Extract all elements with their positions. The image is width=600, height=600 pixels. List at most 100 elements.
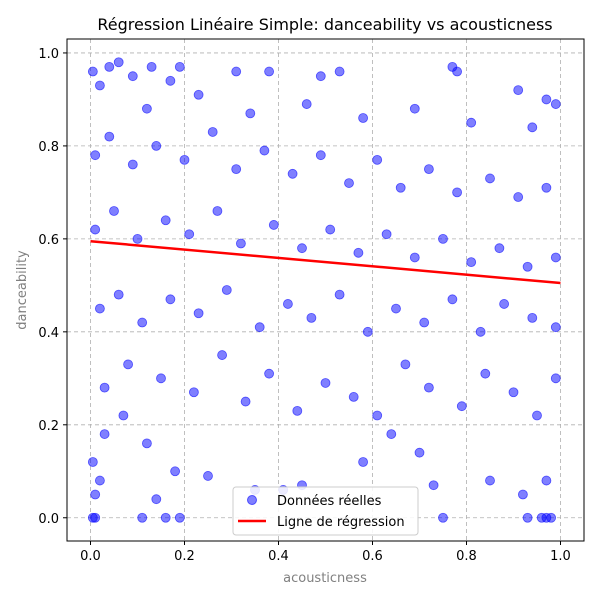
data-point <box>90 489 101 500</box>
y-tick-label: 0.6 <box>38 233 59 248</box>
data-point <box>141 438 152 449</box>
data-point <box>127 159 138 170</box>
regression-line <box>90 239 561 285</box>
data-point <box>522 512 533 523</box>
plot-frame <box>66 38 585 542</box>
data-point <box>334 289 345 300</box>
data-point <box>217 350 228 360</box>
data-point <box>87 66 98 77</box>
data-point <box>348 392 359 402</box>
data-point <box>221 285 232 295</box>
data-point <box>297 243 307 254</box>
x-tick-label: 1.0 <box>550 549 571 564</box>
data-point <box>301 99 312 109</box>
data-point <box>456 401 467 412</box>
data-point <box>409 252 420 263</box>
data-point <box>541 94 552 105</box>
x-tick-label: 0.8 <box>456 549 477 564</box>
y-tick-label: 1.0 <box>38 47 59 62</box>
data-point <box>193 89 204 100</box>
data-point <box>174 61 185 72</box>
data-point <box>188 387 199 398</box>
data-point <box>245 108 256 119</box>
data-point <box>160 215 171 226</box>
data-point <box>438 512 448 523</box>
data-point <box>452 187 463 198</box>
data-point <box>95 303 105 314</box>
data-point <box>170 466 181 477</box>
data-point <box>165 75 176 86</box>
data-point <box>137 317 148 328</box>
data-point <box>480 368 491 379</box>
x-tick-label: 0.2 <box>174 549 195 564</box>
data-point <box>518 489 528 500</box>
data-point <box>527 312 538 323</box>
data-point <box>193 308 204 319</box>
x-axis-label: acousticness <box>283 571 367 586</box>
data-point <box>207 127 218 137</box>
data-point <box>522 261 533 272</box>
data-point <box>438 233 448 244</box>
data-point <box>344 178 354 188</box>
data-point <box>353 247 364 258</box>
legend-label-scatter: Données réelles <box>277 494 382 509</box>
data-point <box>179 154 190 165</box>
data-point <box>494 243 505 254</box>
data-point <box>428 480 439 491</box>
data-point <box>123 359 134 370</box>
data-point <box>156 373 166 384</box>
data-point <box>452 66 463 77</box>
data-point <box>315 71 326 82</box>
data-point <box>212 206 223 216</box>
data-point <box>550 322 561 333</box>
legend: Données réelles Ligne de régression <box>232 486 419 536</box>
data-point <box>541 182 552 193</box>
data-point <box>268 220 279 230</box>
data-point <box>485 173 495 184</box>
data-point <box>315 150 326 161</box>
data-point <box>113 289 124 300</box>
data-point <box>550 99 561 109</box>
data-point <box>151 141 162 151</box>
data-point <box>235 238 246 249</box>
data-point <box>141 103 152 114</box>
data-point <box>282 299 293 309</box>
data-point <box>174 512 185 523</box>
data-point <box>90 224 101 235</box>
data-point <box>513 85 524 96</box>
data-point <box>546 512 556 523</box>
data-point <box>287 168 298 179</box>
y-tick-label: 0.0 <box>38 512 59 527</box>
data-point <box>372 410 383 421</box>
x-tick-label: 0.0 <box>80 549 101 564</box>
data-point <box>264 368 275 379</box>
data-point <box>127 71 138 82</box>
data-point <box>358 457 369 467</box>
data-point <box>118 410 129 421</box>
data-point <box>513 192 524 202</box>
data-point <box>499 299 510 309</box>
data-point <box>419 317 430 328</box>
data-point <box>99 429 110 439</box>
data-point <box>395 182 406 193</box>
x-tick-label: 0.4 <box>268 549 289 564</box>
data-point <box>475 326 486 337</box>
data-point <box>137 512 148 523</box>
data-point <box>165 294 176 305</box>
data-point <box>90 150 101 161</box>
data-point <box>508 387 519 398</box>
data-point <box>391 303 401 314</box>
data-point <box>372 154 383 165</box>
data-point <box>160 512 171 523</box>
data-point <box>409 103 420 114</box>
data-point <box>259 145 270 156</box>
data-point <box>358 113 369 123</box>
data-point <box>240 396 251 407</box>
data-point <box>320 378 331 388</box>
data-point <box>264 66 275 77</box>
x-axis-ticks: 0.0 0.2 0.4 0.6 0.8 1.0 <box>80 541 571 564</box>
data-point <box>485 475 495 486</box>
data-point <box>292 405 303 416</box>
data-point <box>254 322 265 333</box>
data-point <box>231 66 242 77</box>
